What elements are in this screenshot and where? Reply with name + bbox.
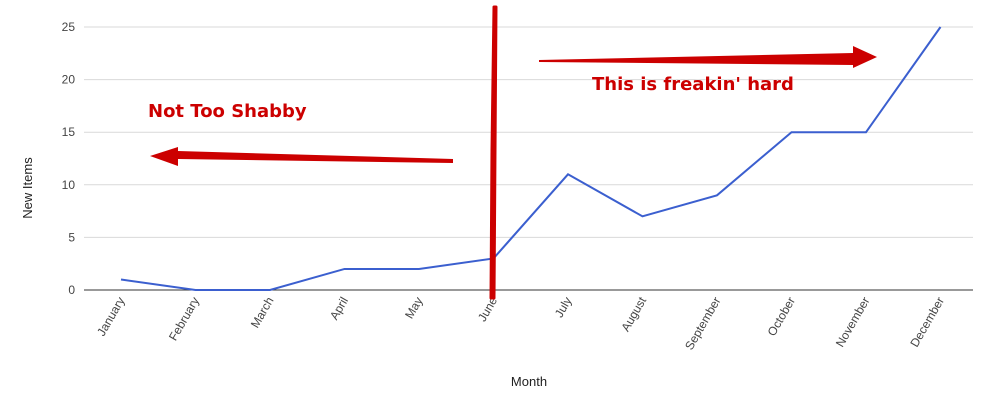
y-axis-title: New Items (20, 157, 35, 219)
left-arrow (150, 147, 453, 166)
x-axis-ticks: January February March April May June July Augu… (94, 294, 947, 352)
x-tick-label: May (402, 295, 425, 322)
x-tick-label: September (682, 295, 723, 353)
gridlines (84, 26, 973, 238)
x-tick-label: August (618, 294, 649, 334)
x-tick-label: March (248, 295, 277, 331)
annotation-not-too-shabby: Not Too Shabby (148, 101, 307, 122)
annotation-this-is-freakin-hard: This is freakin' hard (592, 74, 794, 95)
x-tick-label: October (765, 294, 798, 338)
x-tick-label: July (552, 295, 575, 320)
x-tick-label: December (907, 295, 947, 350)
series-line (120, 26, 942, 291)
x-tick-label: June (475, 294, 500, 324)
y-axis-ticks: 0 5 10 15 20 25 (62, 20, 76, 297)
x-tick-label: November (833, 295, 873, 350)
x-tick-label: January (94, 295, 127, 339)
y-tick-label: 10 (62, 178, 76, 192)
x-axis-title: Month (511, 374, 547, 389)
y-tick-label: 0 (68, 283, 75, 297)
divider-line (489, 5, 498, 300)
y-tick-label: 20 (62, 73, 76, 87)
right-arrow (539, 46, 877, 68)
x-tick-label: April (327, 295, 351, 323)
y-tick-label: 15 (62, 125, 76, 139)
x-tick-label: February (166, 295, 202, 344)
data-points (120, 26, 941, 291)
y-tick-label: 25 (62, 20, 76, 34)
y-tick-label: 5 (68, 230, 75, 244)
